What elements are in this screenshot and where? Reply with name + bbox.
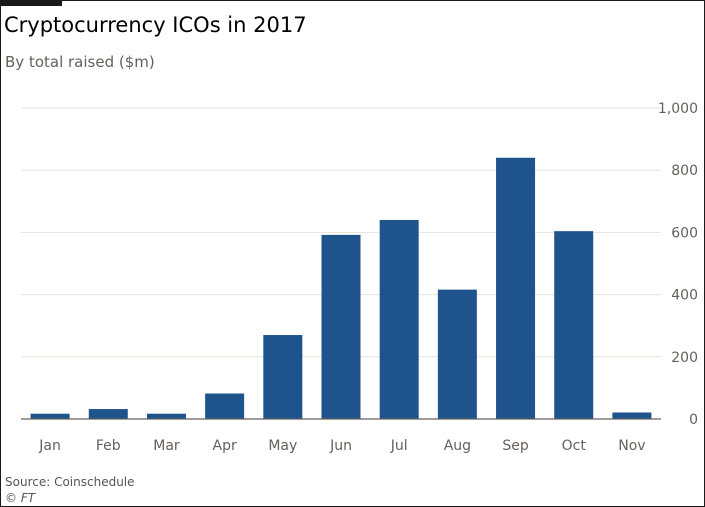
- bar: [554, 231, 594, 419]
- bar: [321, 234, 361, 419]
- chart-title: Cryptocurrency ICOs in 2017: [4, 13, 307, 37]
- axes: 0 200 400 600 800 1,000 Jan Feb Mar Apr May Jun Jul A…: [21, 101, 698, 454]
- bar: [263, 335, 303, 419]
- ft-top-rule: [1, 1, 62, 6]
- bar: [88, 409, 128, 419]
- y-tick-label: 1,000: [658, 101, 698, 117]
- bar: [30, 413, 70, 419]
- x-tick-label: Nov: [618, 438, 645, 454]
- x-tick-label: Sep: [502, 438, 529, 454]
- x-tick-label: May: [268, 438, 297, 454]
- y-tick-label: 0: [689, 412, 698, 428]
- chart-subtitle: By total raised ($m): [5, 53, 155, 71]
- bar: [612, 412, 652, 419]
- bar-chart: 0 200 400 600 800 1,000 Jan Feb Mar Apr May Jun Jul A…: [21, 101, 698, 454]
- bars: [30, 157, 652, 419]
- ft-credit: © FT: [5, 491, 36, 505]
- bar: [205, 393, 245, 419]
- x-tick-label: Mar: [153, 438, 180, 454]
- x-tick-label: Oct: [562, 438, 587, 454]
- bar: [496, 157, 536, 419]
- x-tick-label: Feb: [96, 438, 121, 454]
- x-tick-label: Jun: [329, 438, 352, 454]
- y-tick-label: 800: [671, 163, 698, 179]
- x-tick-label: Jul: [390, 438, 408, 454]
- x-tick-label: Aug: [444, 438, 471, 454]
- bar: [379, 219, 419, 419]
- x-tick-label: Apr: [213, 438, 237, 454]
- bar: [146, 413, 186, 419]
- y-tick-label: 600: [671, 225, 698, 241]
- bar: [437, 289, 477, 419]
- y-tick-label: 400: [671, 288, 698, 304]
- source-note: Source: Coinschedule: [5, 475, 135, 489]
- y-tick-label: 200: [671, 350, 698, 366]
- x-tick-label: Jan: [38, 438, 61, 454]
